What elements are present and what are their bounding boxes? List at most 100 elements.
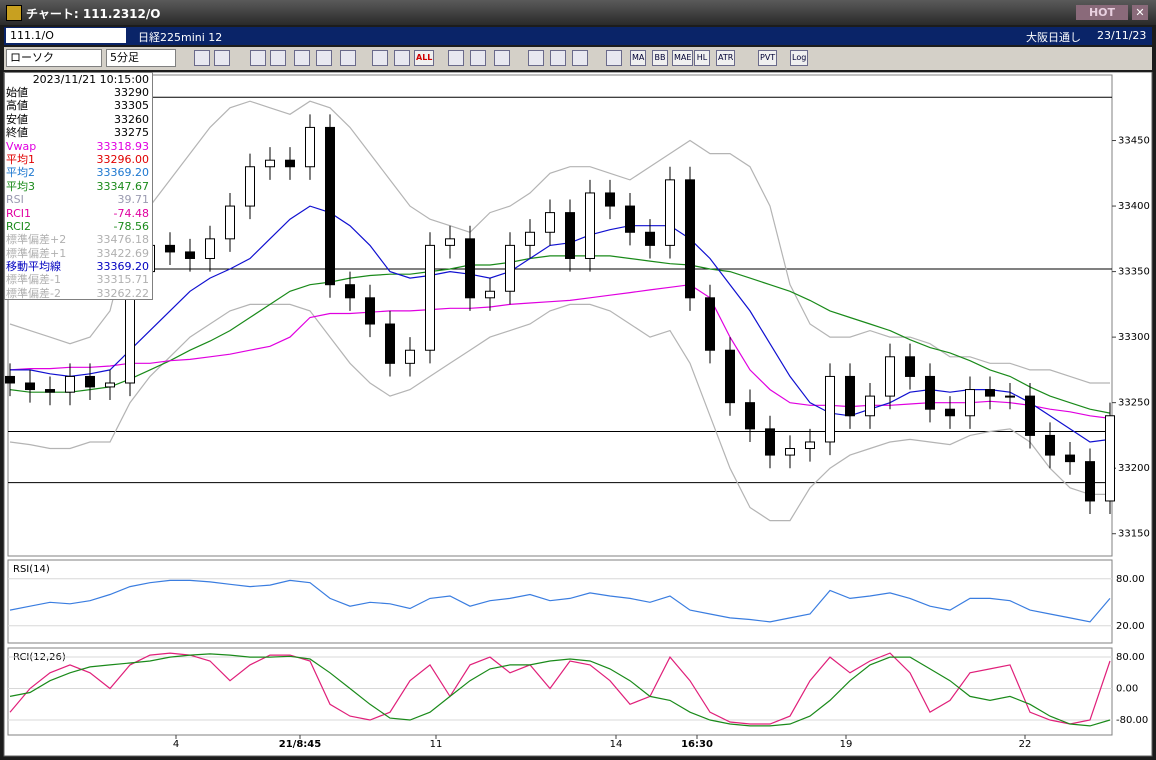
toolbar-icon[interactable] — [448, 50, 464, 66]
toolbar-icon[interactable] — [572, 50, 588, 66]
candle-body — [1085, 461, 1095, 502]
toolbar-button[interactable]: BB — [652, 50, 668, 66]
candle-body — [205, 238, 215, 259]
info-row: 標準偏差+2 33476.18 — [5, 233, 152, 246]
candle-body — [865, 395, 875, 417]
toolbar-icon[interactable] — [550, 50, 566, 66]
info-value: -74.48 — [113, 206, 149, 220]
y-tick-label: 20.00 — [1116, 621, 1145, 632]
toolbar-icon[interactable] — [528, 50, 544, 66]
info-value: 33315.71 — [96, 273, 150, 287]
info-value: 33290 — [114, 86, 149, 99]
candle-body — [685, 179, 695, 299]
candle-body — [705, 297, 715, 351]
info-label: 標準偏差-1 — [6, 273, 61, 287]
candle-body — [845, 375, 855, 417]
candle-body — [305, 126, 315, 168]
period-select[interactable]: 5分足 — [106, 49, 176, 67]
toolbar-icon[interactable] — [294, 50, 310, 66]
toolbar-icon[interactable] — [340, 50, 356, 66]
candle-body — [625, 205, 635, 233]
x-tick-label: 19 — [840, 739, 853, 750]
toolbar-icon[interactable] — [606, 50, 622, 66]
candle-body — [325, 126, 335, 286]
toolbar-icon[interactable] — [316, 50, 332, 66]
candle-body — [465, 238, 475, 299]
info-row: Vwap 33318.93 — [5, 140, 152, 153]
candle-body — [1025, 395, 1035, 436]
info-row: 平均1 33296.00 — [5, 153, 152, 166]
info-row: 標準偏差-1 33315.71 — [5, 273, 152, 286]
candle-body — [25, 382, 35, 391]
toolbar-icon[interactable] — [250, 50, 266, 66]
series-line — [9, 255, 1111, 414]
x-tick-label: 14 — [610, 739, 623, 750]
toolbar-button[interactable]: HL — [694, 50, 710, 66]
info-value: -78.56 — [113, 219, 149, 233]
panel-frame — [7, 647, 1113, 736]
candle-body — [425, 244, 435, 351]
toolbar-button[interactable]: MA — [630, 50, 647, 66]
x-tick-label: 11 — [430, 739, 443, 750]
info-label: 平均3 — [6, 179, 35, 193]
info-value: 33260 — [114, 112, 149, 126]
candle-body — [525, 231, 535, 246]
y-tick-label: 33200 — [1118, 463, 1150, 474]
chart: 33150 33200 33250 33300 33350 33400 33450 4 21/8… — [3, 72, 1153, 757]
toolbar-icon[interactable] — [470, 50, 486, 66]
series-line — [9, 652, 1111, 725]
toolbar-icon[interactable] — [494, 50, 510, 66]
info-label: 終値 — [6, 126, 28, 140]
candle-body — [485, 290, 495, 299]
y-tick-label: 80.00 — [1116, 574, 1145, 585]
panel-frame — [7, 559, 1113, 644]
candle-body — [1065, 454, 1075, 463]
toolbar-icon[interactable] — [214, 50, 230, 66]
y-tick-label: 33400 — [1118, 201, 1150, 212]
toolbar-button[interactable]: PVT — [758, 50, 778, 66]
x-tick-label: 4 — [173, 739, 179, 750]
candle-body — [385, 323, 395, 364]
toolbar-button[interactable]: Log — [790, 50, 809, 66]
x-tick-label: 22 — [1019, 739, 1032, 750]
toolbar-icon[interactable] — [372, 50, 388, 66]
info-value: 33369.20 — [96, 260, 150, 274]
symbol-input[interactable]: 111.1/O — [6, 28, 126, 43]
candle-body — [765, 428, 775, 456]
candle-body — [985, 389, 995, 397]
toolbar-button[interactable]: ALL — [414, 50, 435, 66]
info-row: 標準偏差-2 33262.22 — [5, 287, 152, 300]
panel-title: RSI(14) — [13, 564, 50, 575]
series-line — [9, 579, 1111, 623]
info-label: RCI2 — [6, 219, 32, 233]
candle-body — [745, 402, 755, 430]
info-row: 平均2 33369.20 — [5, 166, 152, 179]
info-value: 33262.22 — [96, 286, 150, 300]
candle-body — [965, 389, 975, 417]
toolbar-icon[interactable] — [270, 50, 286, 66]
y-tick-label: 33250 — [1118, 398, 1150, 409]
toolbar-icon[interactable] — [394, 50, 410, 66]
toolbar-icon[interactable] — [194, 50, 210, 66]
info-value: 33275 — [114, 126, 149, 140]
candle-body — [265, 159, 275, 168]
info-label: RCI1 — [6, 206, 32, 220]
info-row: RCI2 -78.56 — [5, 220, 152, 233]
info-value: 33296.00 — [96, 152, 150, 166]
candle-body — [445, 238, 455, 246]
toolbar-button[interactable]: MAE — [672, 50, 694, 66]
info-label: 始値 — [6, 86, 28, 99]
hot-button[interactable]: HOT — [1076, 5, 1128, 20]
candle-body — [825, 375, 835, 443]
toolbar-button[interactable]: ATR — [716, 50, 736, 66]
info-datetime: 2023/11/21 10:15:00 — [32, 73, 149, 86]
close-button[interactable]: ✕ — [1132, 5, 1148, 20]
candle-body — [885, 356, 895, 397]
info-label: 安値 — [6, 112, 28, 126]
y-tick-label: 33150 — [1118, 529, 1150, 540]
y-tick-label: 0.00 — [1116, 684, 1138, 695]
chart-type-select[interactable]: ローソク — [6, 49, 102, 67]
candle-body — [1045, 434, 1055, 456]
